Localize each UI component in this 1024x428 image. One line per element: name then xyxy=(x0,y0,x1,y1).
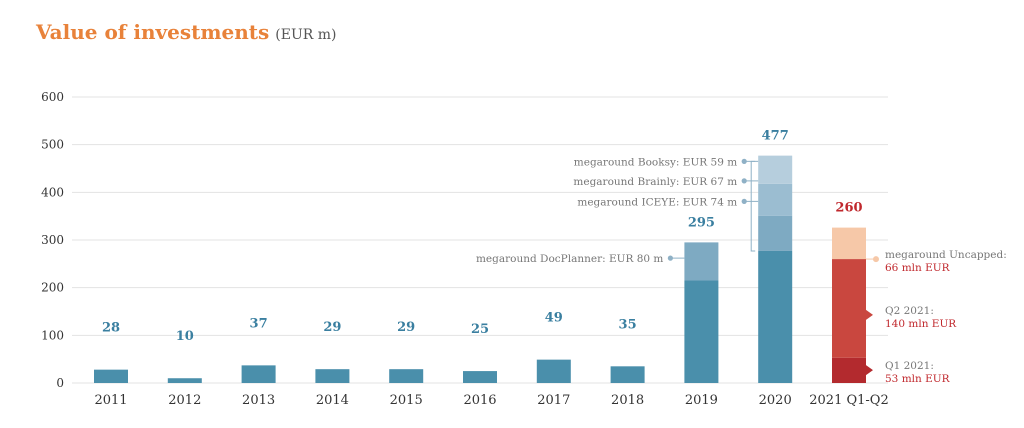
annotation-arrow xyxy=(866,309,873,320)
x-tick-label: 2015 xyxy=(390,393,423,408)
annotation-label: megaround Uncapped: xyxy=(885,249,1007,261)
total-label: 35 xyxy=(619,317,637,332)
total-label: 49 xyxy=(545,311,563,326)
bar-segment xyxy=(832,259,866,358)
bar-segment xyxy=(758,155,793,184)
total-label: 260 xyxy=(835,201,862,216)
total-label: 29 xyxy=(323,320,341,335)
annotation-dot xyxy=(667,255,674,261)
annotation-label: Q1 2021: xyxy=(885,360,934,372)
total-label: 29 xyxy=(397,320,415,335)
x-tick-label: 2017 xyxy=(537,393,570,408)
x-tick-label: 2018 xyxy=(611,393,644,408)
y-tick-label: 200 xyxy=(41,281,64,295)
y-tick-label: 300 xyxy=(41,233,64,247)
x-tick-label: 2013 xyxy=(242,393,275,408)
total-label: 25 xyxy=(471,322,489,337)
bar-segment xyxy=(758,215,793,251)
annotation-arrow xyxy=(866,365,873,376)
y-tick-label: 500 xyxy=(41,138,64,152)
chart-title: Value of investments xyxy=(36,20,270,44)
bar-segment xyxy=(463,371,497,383)
annotation-label: megaround Booksy: EUR 59 m xyxy=(574,156,737,168)
x-tick-label: 2020 xyxy=(759,393,792,408)
y-tick-label: 600 xyxy=(41,90,64,104)
bar-segment xyxy=(684,280,719,383)
bar-segment xyxy=(315,369,350,383)
x-tick-label: 2016 xyxy=(463,393,496,408)
bar-segment xyxy=(758,183,793,216)
bar-segment xyxy=(389,369,424,383)
total-label: 295 xyxy=(688,215,715,230)
annotation-label: megaround Brainly: EUR 67 m xyxy=(573,176,737,188)
total-label: 28 xyxy=(102,321,120,336)
y-tick-label: 0 xyxy=(56,376,64,390)
annotation-dot xyxy=(741,178,747,184)
x-tick-label: 2019 xyxy=(685,393,718,408)
chart-title-block: Value of investments (EUR m) xyxy=(36,20,337,44)
annotation-value: 66 mln EUR xyxy=(885,262,951,274)
bar-segment xyxy=(94,369,128,383)
chart-subtitle: (EUR m) xyxy=(275,27,337,43)
x-tick-label: 2014 xyxy=(316,393,349,408)
bar-segment xyxy=(610,366,645,383)
x-tick-label: 2012 xyxy=(168,393,201,408)
annotation-label: Q2 2021: xyxy=(885,305,934,317)
y-tick-label: 100 xyxy=(41,328,64,342)
bar-segment xyxy=(684,242,719,281)
annotation-dot xyxy=(741,198,747,204)
annotation-value: 53 mln EUR xyxy=(885,373,951,385)
bar-segment xyxy=(536,359,571,383)
annotation-label: megaround ICEYE: EUR 74 m xyxy=(577,196,737,208)
annotation-dot xyxy=(741,158,747,164)
bar-segment xyxy=(167,378,202,383)
x-tick-label: 2021 Q1-Q2 xyxy=(809,393,888,408)
x-tick-label: 2011 xyxy=(94,393,127,408)
y-tick-label: 400 xyxy=(41,185,64,199)
megaround-bracket xyxy=(750,160,756,252)
bar-segment xyxy=(758,250,793,383)
bar-segment xyxy=(832,357,866,383)
bar-segment xyxy=(832,227,866,260)
annotation-label: megaround DocPlanner: EUR 80 m xyxy=(476,253,663,265)
annotation-dot xyxy=(873,256,879,263)
total-label: 37 xyxy=(250,316,268,331)
bar-segment xyxy=(241,365,276,383)
total-label: 477 xyxy=(762,129,789,144)
total-label: 10 xyxy=(176,329,194,344)
annotation-value: 140 mln EUR xyxy=(885,318,957,330)
